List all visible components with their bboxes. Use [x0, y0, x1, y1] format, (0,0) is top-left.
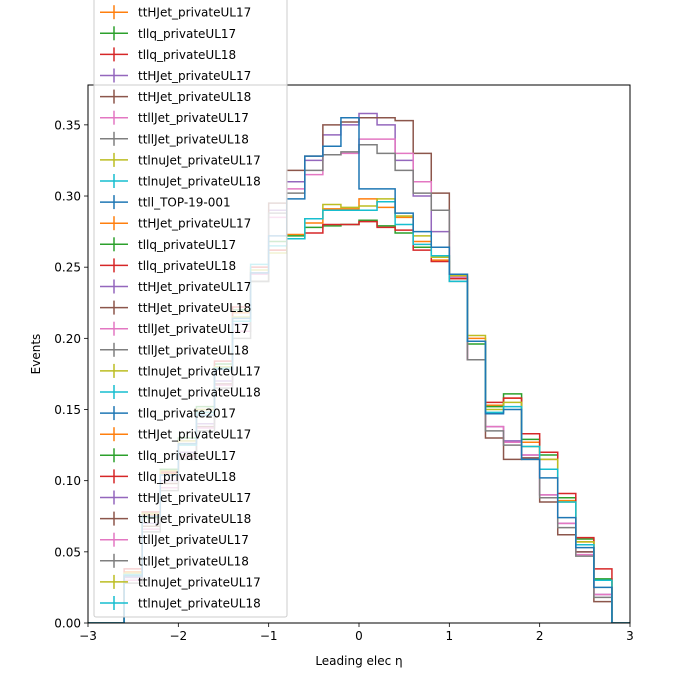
- legend-label: ttHJet_privateUL18: [138, 301, 251, 315]
- legend-label: ttHJet_privateUL17: [138, 217, 251, 231]
- x-tick-label: −2: [169, 629, 187, 643]
- legend-entry: ttlnuJet_privateUL18: [100, 596, 261, 611]
- legend-label: ttllJet_privateUL18: [138, 554, 249, 568]
- legend-entry: ttlnuJet_privateUL18: [100, 385, 261, 400]
- legend-entry: ttllJet_privateUL17: [100, 321, 249, 336]
- legend-entry: ttHJet_privateUL17: [100, 427, 251, 442]
- x-axis-ticks: −3 −2 −1 0 1 2 3: [79, 623, 634, 643]
- legend-label: tllq_privateUL18: [138, 48, 236, 62]
- legend-entry: tllq_privateUL18: [100, 47, 236, 62]
- x-tick-label: 2: [536, 629, 544, 643]
- legend-label: tllq_privateUL17: [138, 238, 236, 252]
- legend-entry: ttllJet_privateUL17: [100, 532, 249, 547]
- x-tick-label: 3: [626, 629, 634, 643]
- legend-entry: ttllJet_privateUL18: [100, 131, 249, 146]
- legend-entry: ttHJet_privateUL17: [100, 5, 251, 20]
- y-tick-label: 0.15: [54, 403, 81, 417]
- legend-label: tllq_private2017: [138, 407, 236, 421]
- legend-label: ttHJet_privateUL17: [138, 428, 251, 442]
- legend-label: ttlnuJet_privateUL18: [138, 386, 261, 400]
- legend-entry: tllq_privateUL17: [100, 448, 236, 463]
- legend-label: ttHJet_privateUL18: [138, 90, 251, 104]
- legend-entry: ttlnuJet_privateUL17: [100, 152, 261, 167]
- legend-entry: tllq_private2017: [100, 406, 236, 421]
- legend-label: ttllJet_privateUL17: [138, 533, 249, 547]
- x-tick-label: 0: [355, 629, 363, 643]
- legend-label: ttHJet_privateUL17: [138, 6, 251, 20]
- legend-box: [93, 0, 288, 618]
- y-tick-label: 0.05: [54, 545, 81, 559]
- legend-label: ttlnuJet_privateUL18: [138, 597, 261, 611]
- legend-entry: ttlnuJet_privateUL18: [100, 174, 261, 189]
- legend-label: tllq_privateUL17: [138, 449, 236, 463]
- legend-label: ttHJet_privateUL18: [138, 512, 251, 526]
- y-axis-ticks: 0.00 0.05 0.10 0.15 0.20 0.25 0.30 0.35: [54, 118, 88, 631]
- legend-label: tllq_privateUL18: [138, 259, 236, 273]
- legend-entry: ttHJet_privateUL18: [100, 89, 251, 104]
- legend-label: ttlnuJet_privateUL18: [138, 175, 261, 189]
- legend-entry: tllq_privateUL17: [100, 237, 236, 252]
- legend-label: ttllJet_privateUL18: [138, 343, 249, 357]
- x-tick-label: −1: [260, 629, 278, 643]
- legend-label: tllq_privateUL17: [138, 27, 236, 41]
- y-tick-label: 0.35: [54, 118, 81, 132]
- x-tick-label: 1: [446, 629, 454, 643]
- legend-label: ttllJet_privateUL17: [138, 111, 249, 125]
- legend-entry: ttlnuJet_privateUL17: [100, 363, 261, 378]
- legend-entry: ttHJet_privateUL17: [100, 68, 251, 83]
- legend-label: ttHJet_privateUL17: [138, 69, 251, 83]
- legend-label: ttllJet_privateUL18: [138, 132, 249, 146]
- legend-label: ttlnuJet_privateUL17: [138, 364, 261, 378]
- y-tick-label: 0.20: [54, 332, 81, 346]
- x-axis-label: Leading elec η: [315, 654, 402, 668]
- y-tick-label: 0.00: [54, 617, 81, 631]
- legend-entry: tllq_privateUL18: [100, 258, 236, 273]
- y-tick-label: 0.10: [54, 474, 81, 488]
- legend-label: ttlnuJet_privateUL17: [138, 575, 261, 589]
- legend-entry: ttHJet_privateUL18: [100, 511, 251, 526]
- legend-entry: ttHJet_privateUL17: [100, 279, 251, 294]
- legend-entry: tllq_privateUL18: [100, 469, 236, 484]
- legend-entry: tllq_privateUL17: [100, 26, 236, 41]
- legend-label: tllq_privateUL18: [138, 470, 236, 484]
- legend-entry: ttllJet_privateUL17: [100, 110, 249, 125]
- x-tick-label: −3: [79, 629, 97, 643]
- legend-entry: ttHJet_privateUL18: [100, 300, 251, 315]
- y-tick-label: 0.25: [54, 261, 81, 275]
- legend-label: ttllJet_privateUL17: [138, 322, 249, 336]
- legend-entry: ttlnuJet_privateUL17: [100, 574, 261, 589]
- legend-label: ttlnuJet_privateUL17: [138, 153, 261, 167]
- y-axis-label: Events: [29, 334, 43, 375]
- legend-label: ttll_TOP-19-001: [138, 196, 231, 210]
- legend-label: ttHJet_privateUL17: [138, 491, 251, 505]
- legend-entry: ttllJet_privateUL18: [100, 553, 249, 568]
- legend-label: ttHJet_privateUL17: [138, 280, 251, 294]
- legend-entry: ttHJet_privateUL17: [100, 216, 251, 231]
- legend-entry: ttllJet_privateUL18: [100, 342, 249, 357]
- legend-entry: ttHJet_privateUL17: [100, 490, 251, 505]
- legend-entry: ttll_TOP-19-001: [100, 195, 231, 210]
- y-tick-label: 0.30: [54, 190, 81, 204]
- legend: ttHJet_privateUL17 tllq_privateUL17 tllq_p…: [93, 0, 288, 618]
